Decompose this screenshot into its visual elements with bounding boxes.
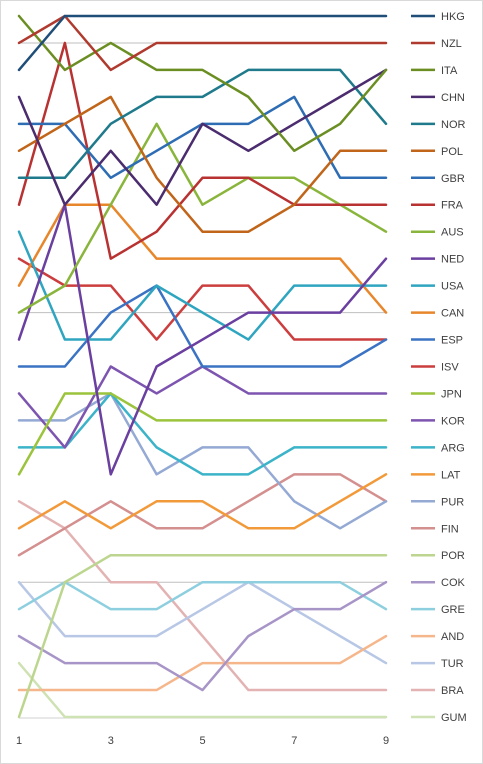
series-line-gre — [17, 580, 388, 611]
series-line-lat — [17, 473, 388, 530]
plot-area — [17, 14, 388, 719]
series-line-ned — [17, 203, 388, 476]
series-line-and — [17, 634, 388, 692]
legend-label: CHN — [441, 92, 465, 104]
legend-label: POL — [441, 146, 463, 158]
legend-label: AND — [441, 631, 464, 643]
series-line-cok — [17, 580, 388, 692]
x-tick-label: 3 — [108, 735, 114, 747]
series-line-tur — [17, 580, 388, 665]
series-line-hkg — [17, 14, 388, 72]
gridlines — [19, 42, 386, 719]
x-tick-label: 7 — [291, 735, 297, 747]
legend-label: KOR — [441, 415, 465, 427]
series-line-aus — [17, 122, 388, 314]
x-axis-ticks: 1 3 5 7 9 — [16, 735, 389, 747]
legend-label: NZL — [441, 38, 462, 50]
legend-label: LAT — [441, 469, 461, 481]
x-tick-label: 1 — [16, 735, 22, 747]
legend-label: ARG — [441, 442, 465, 454]
legend-label: GUM — [441, 712, 467, 724]
x-tick-label: 5 — [199, 735, 205, 747]
series-line-pol — [17, 95, 388, 233]
legend: HKG NZL ITA CHN NOR POL GBR FRA AUS NED USA CAN ESP I… — [411, 11, 467, 724]
series-line-bra — [17, 500, 388, 692]
legend-label: USA — [441, 281, 464, 293]
legend-label: AUS — [441, 227, 464, 239]
legend-label: GBR — [441, 173, 465, 185]
legend-label: ESP — [441, 335, 463, 347]
legend-label: HKG — [441, 11, 465, 23]
series-line-isv — [17, 257, 388, 341]
series-line-pur — [17, 392, 388, 530]
series-line-arg — [17, 392, 388, 476]
series-line-can — [17, 203, 388, 314]
x-tick-label: 9 — [383, 735, 389, 747]
series-line-por — [17, 553, 388, 719]
series-line-gum — [17, 661, 388, 719]
legend-label: POR — [441, 550, 465, 562]
legend-label: FIN — [441, 523, 459, 535]
legend-label: JPN — [441, 388, 462, 400]
series-line-chn — [17, 68, 388, 206]
legend-label: COK — [441, 577, 466, 589]
series-line-fra — [17, 41, 388, 260]
legend-label: NED — [441, 254, 464, 266]
legend-label: FRA — [441, 200, 464, 212]
legend-label: PUR — [441, 496, 464, 508]
series-line-nor — [17, 68, 388, 180]
series-line-usa — [17, 230, 388, 341]
series-line-esp — [17, 284, 388, 368]
legend-label: TUR — [441, 658, 464, 670]
legend-label: ISV — [441, 362, 459, 374]
legend-label: BRA — [441, 685, 464, 697]
legend-label: CAN — [441, 308, 464, 320]
series-line-fin — [17, 473, 388, 557]
series-line-nzl — [17, 14, 388, 72]
legend-label: ITA — [441, 65, 458, 77]
legend-label: GRE — [441, 604, 465, 616]
series-line-jpn — [17, 392, 388, 476]
legend-label: NOR — [441, 119, 466, 131]
series-line-ita — [17, 14, 388, 153]
